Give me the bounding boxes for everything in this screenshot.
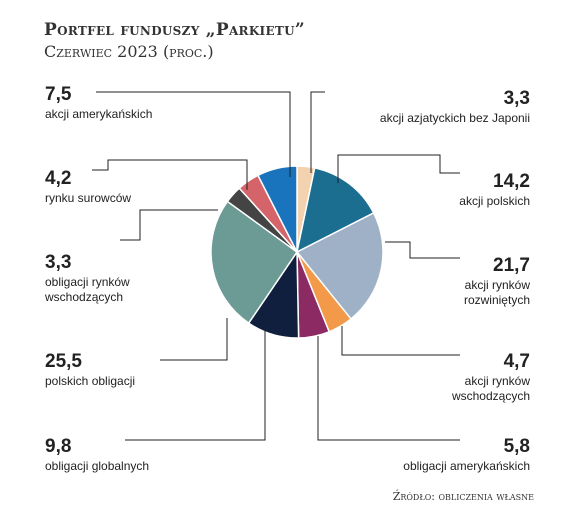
label-connector xyxy=(96,91,291,177)
slice-label: wschodzących xyxy=(44,290,123,304)
slice-value: 3,3 xyxy=(45,252,71,273)
slice-label: akcji polskich xyxy=(459,194,530,208)
slice-label: akcji rynków xyxy=(465,278,531,292)
slice-label: rynku surowców xyxy=(45,191,131,205)
label-connector xyxy=(160,318,228,361)
pie-slice xyxy=(256,165,298,253)
label-connector xyxy=(310,91,325,173)
slice-value: 4,7 xyxy=(504,351,530,372)
label-connector xyxy=(317,336,460,441)
chart-subtitle: Czerwiec 2023 (proc.) xyxy=(44,42,214,61)
slice-value: 3,3 xyxy=(504,88,530,109)
label-connector xyxy=(337,154,460,183)
slice-label: wschodzących xyxy=(451,389,530,403)
slice-label: polskich obligacji xyxy=(45,374,135,388)
slice-value: 21,7 xyxy=(493,255,530,276)
label-connector xyxy=(385,241,460,259)
slice-value: 7,5 xyxy=(45,84,72,105)
slice-value: 14,2 xyxy=(493,171,530,192)
slice-value: 5,8 xyxy=(504,436,530,457)
chart-title: Portfel funduszy „Parkietu” xyxy=(44,20,305,40)
slice-label: akcji rynków xyxy=(465,374,531,388)
label-connector xyxy=(120,209,218,241)
label-connector xyxy=(125,328,266,441)
slice-label: obligacji rynków xyxy=(45,275,130,289)
slice-value: 4,2 xyxy=(45,168,71,189)
slice-label: akcji amerykańskich xyxy=(45,107,152,121)
slice-value: 9,8 xyxy=(45,436,71,457)
label-connector xyxy=(92,159,248,190)
pie-slice xyxy=(295,166,375,254)
slice-value: 25,5 xyxy=(45,351,82,372)
slice-label: akcji azjatyckich bez Japonii xyxy=(380,111,530,125)
pie-slice xyxy=(210,200,299,325)
slice-label: obligacji globalnych xyxy=(45,459,149,473)
slice-label: obligacji amerykańskich xyxy=(403,459,530,473)
label-connector xyxy=(341,326,460,356)
source-note: Źródło: obliczenia własne xyxy=(392,490,534,503)
pie-slice xyxy=(295,211,384,321)
slice-label: rozwiniętych xyxy=(464,293,530,307)
